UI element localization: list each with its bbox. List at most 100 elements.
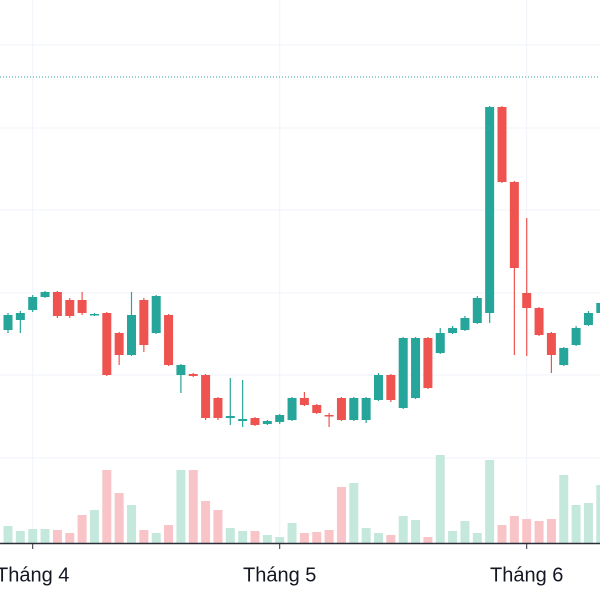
volume-bar bbox=[435, 455, 445, 543]
volume-bar bbox=[201, 501, 211, 543]
volume-bar bbox=[250, 531, 260, 543]
candle-body bbox=[336, 398, 346, 420]
candle-body bbox=[571, 328, 581, 345]
volume-bar bbox=[423, 537, 433, 543]
volume-bar bbox=[460, 521, 470, 543]
candle-body bbox=[386, 375, 396, 400]
volume-bar bbox=[361, 528, 371, 543]
candle-body bbox=[546, 333, 556, 355]
volume-bar bbox=[40, 529, 50, 543]
volume-bar bbox=[127, 505, 136, 543]
volume-bar bbox=[102, 470, 112, 543]
volume-bar bbox=[238, 531, 248, 543]
candle-body bbox=[374, 375, 383, 400]
volume-bar bbox=[485, 460, 495, 543]
x-tick-label: Tháng 5 bbox=[243, 564, 316, 586]
candle-body bbox=[559, 348, 569, 365]
candle-body bbox=[287, 398, 297, 420]
candle-body bbox=[509, 182, 519, 268]
candle-body bbox=[398, 338, 408, 408]
volume-bar bbox=[275, 537, 285, 543]
volume-bar bbox=[28, 529, 38, 543]
candle-body bbox=[213, 398, 223, 418]
volume-bar bbox=[336, 487, 346, 543]
volume-bar bbox=[324, 530, 334, 543]
candle-body bbox=[102, 313, 112, 375]
candle-body bbox=[275, 415, 285, 422]
candle-body bbox=[361, 398, 371, 420]
candle-body bbox=[114, 333, 124, 355]
candle-body bbox=[460, 318, 470, 330]
volume-bar bbox=[448, 531, 458, 543]
volume-bar bbox=[114, 493, 124, 543]
candle-body bbox=[225, 416, 235, 418]
candle-body bbox=[250, 418, 260, 425]
volume-bar bbox=[509, 516, 519, 543]
volume-bar bbox=[164, 525, 174, 543]
candle-body bbox=[324, 415, 334, 417]
candle-body bbox=[583, 313, 593, 325]
volume-bar bbox=[3, 526, 13, 543]
volume-bar bbox=[188, 470, 198, 543]
volume-bar bbox=[77, 515, 87, 543]
candle-body bbox=[472, 298, 482, 323]
candle-body bbox=[164, 315, 174, 365]
candle-body bbox=[522, 293, 532, 308]
volume-bar bbox=[213, 510, 223, 543]
volume-bar bbox=[262, 535, 272, 543]
candle-body bbox=[201, 375, 211, 418]
candle-body bbox=[127, 315, 136, 355]
volume-bar bbox=[546, 519, 556, 543]
candle-body bbox=[596, 303, 600, 313]
volume-bar bbox=[65, 533, 75, 543]
candle-body bbox=[28, 297, 38, 310]
candle-body bbox=[52, 292, 62, 316]
candle-body bbox=[40, 292, 50, 297]
candle-body bbox=[349, 398, 359, 420]
candle-body bbox=[262, 421, 272, 424]
candle-body bbox=[3, 315, 13, 330]
volume-bar bbox=[287, 523, 297, 543]
volume-bar bbox=[386, 535, 396, 543]
candle-body bbox=[89, 314, 99, 316]
volume-bar bbox=[15, 531, 25, 543]
volume-bar bbox=[559, 475, 569, 543]
volume-bar bbox=[225, 528, 235, 543]
candle-body bbox=[423, 338, 433, 388]
x-tick-label: Tháng 6 bbox=[490, 564, 563, 586]
candle-body bbox=[77, 300, 87, 313]
volume-bar bbox=[472, 533, 482, 543]
volume-bar bbox=[497, 525, 507, 543]
candle-body bbox=[188, 374, 198, 376]
candle-body bbox=[151, 296, 161, 333]
volume-bar bbox=[411, 520, 421, 543]
volume-bar bbox=[571, 505, 581, 543]
candle-body bbox=[485, 107, 495, 313]
candle-body bbox=[411, 338, 421, 398]
volume-bar bbox=[398, 516, 408, 543]
volume-bar bbox=[522, 519, 532, 543]
volume-bar bbox=[596, 485, 600, 543]
candle-body bbox=[176, 365, 186, 375]
candle-body bbox=[448, 328, 458, 333]
candle-body bbox=[15, 313, 25, 320]
volume-bar bbox=[349, 483, 359, 543]
candle-body bbox=[312, 405, 322, 413]
candle-body bbox=[299, 398, 309, 405]
x-tick-label: Tháng 4 bbox=[0, 564, 69, 586]
volume-bar bbox=[89, 510, 99, 543]
candle-body bbox=[65, 300, 75, 316]
volume-bar bbox=[374, 533, 383, 543]
candle-body bbox=[435, 333, 445, 353]
volume-bar bbox=[139, 530, 149, 543]
volume-bar bbox=[52, 530, 62, 543]
volume-bar bbox=[299, 533, 309, 543]
volume-bar bbox=[534, 521, 544, 543]
candle-body bbox=[238, 419, 248, 421]
candle-body bbox=[534, 308, 544, 335]
candle-body bbox=[497, 107, 507, 182]
volume-bar bbox=[151, 533, 161, 543]
volume-bar bbox=[176, 470, 186, 543]
candle-body bbox=[139, 300, 149, 345]
